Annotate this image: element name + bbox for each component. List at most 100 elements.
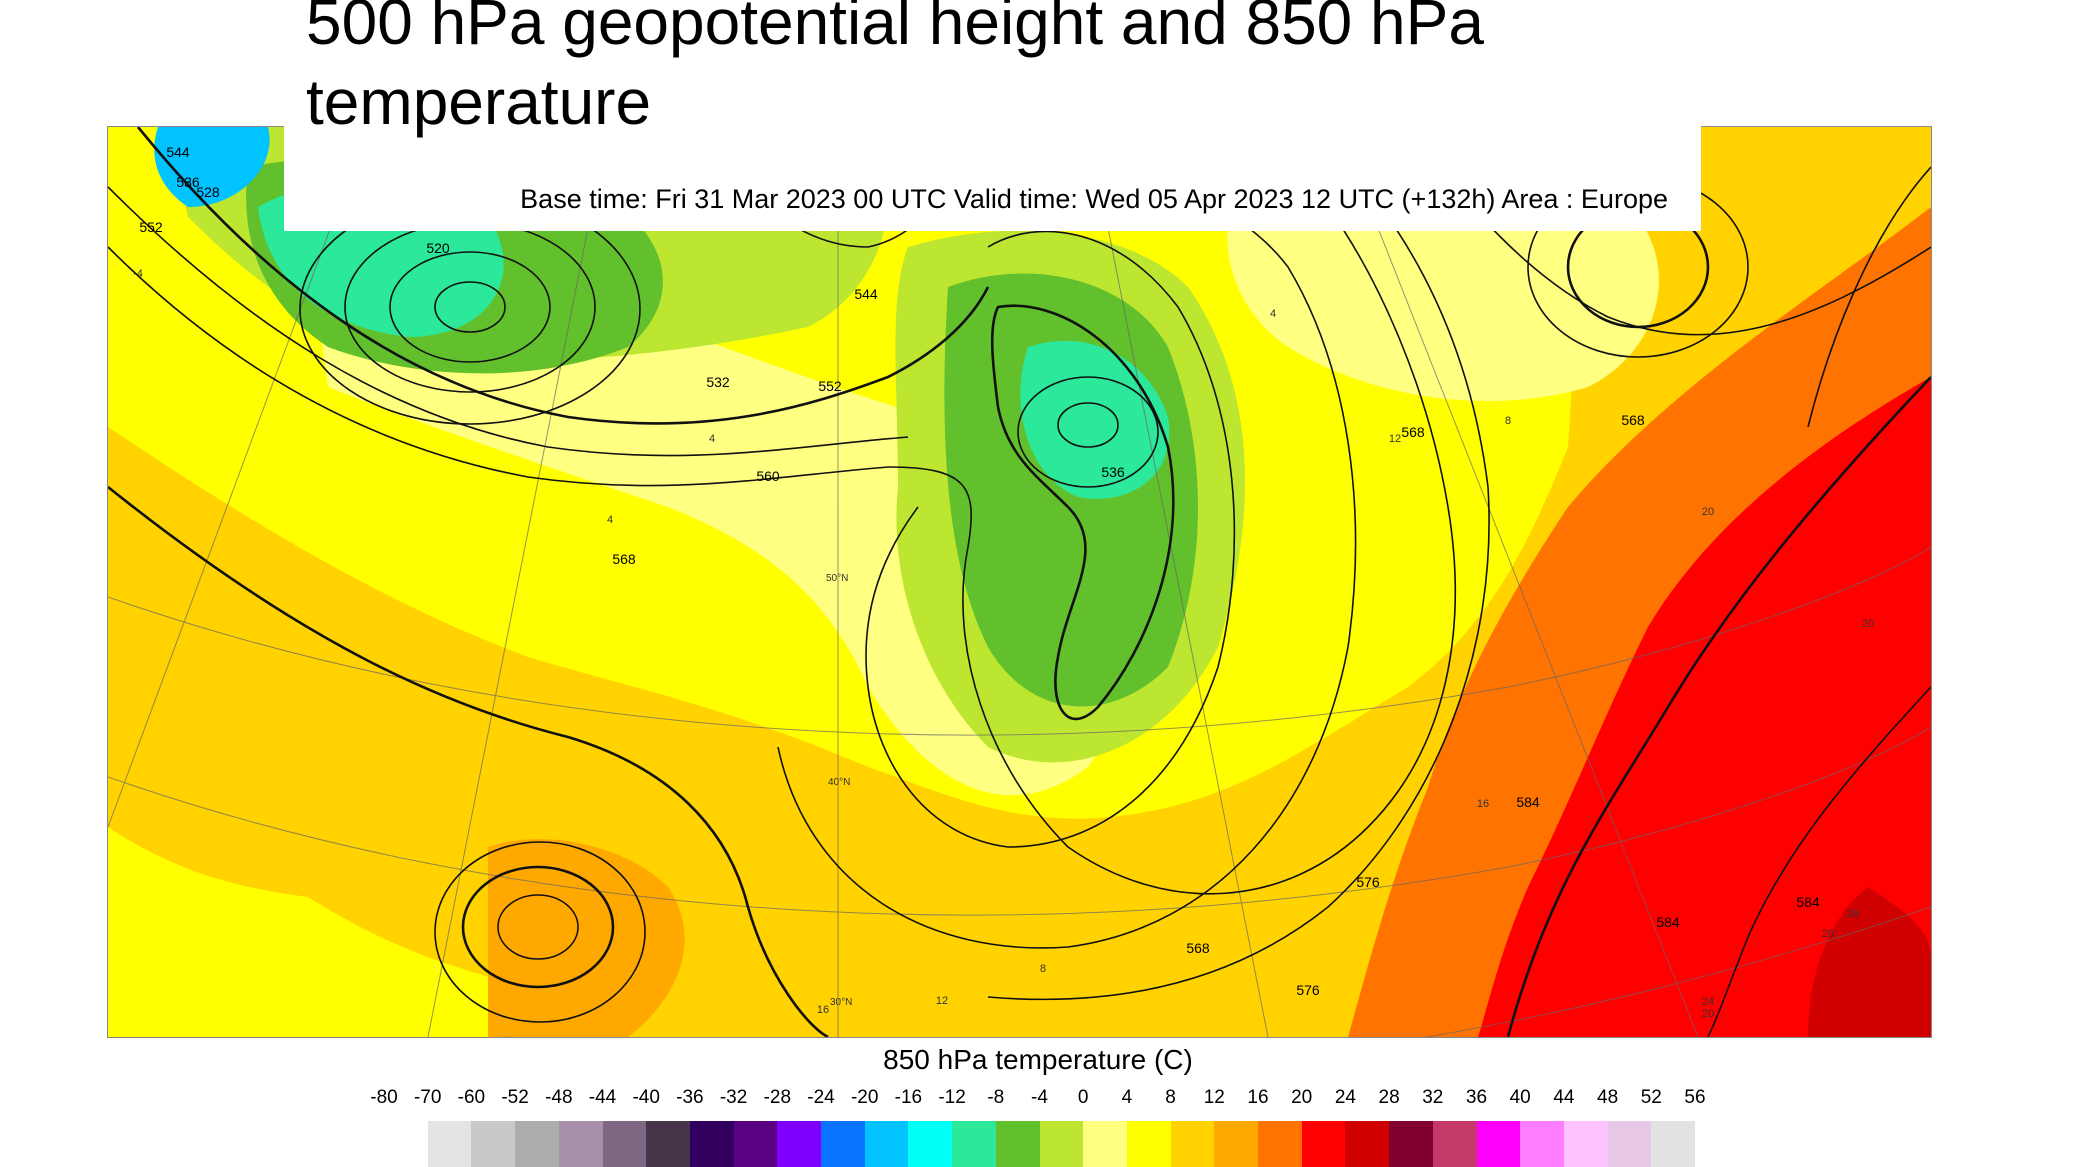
contour-low-east xyxy=(1057,402,1119,448)
temperature-field-16to20 xyxy=(1478,377,1931,1037)
colorbar-swatch xyxy=(1170,1121,1215,1167)
contour-label: 552 xyxy=(818,378,842,394)
colorbar-tick-label: -60 xyxy=(457,1087,486,1108)
colorbar-tick-label: 44 xyxy=(1553,1087,1575,1108)
colorbar-tick-label: -24 xyxy=(807,1087,835,1108)
colorbar-swatch xyxy=(558,1121,603,1167)
graticule-50n-line xyxy=(108,546,1931,736)
colorbar-swatch xyxy=(646,1121,691,1167)
colorbar-swatch xyxy=(1432,1121,1477,1167)
colorbar-swatch xyxy=(733,1121,778,1167)
colorbar-tick-label: -16 xyxy=(894,1087,923,1108)
colorbar-tick-label: -80 xyxy=(370,1087,398,1108)
weather-map: 544 532 528 536 552 520 544 552 560 568 … xyxy=(107,126,1932,1038)
colorbar-tick-label: -32 xyxy=(719,1087,748,1108)
temperature-field-minus12to8-east xyxy=(1020,340,1170,499)
graticule xyxy=(108,127,1931,1037)
colorbar-tick-label: 4 xyxy=(1121,1087,1133,1108)
colorbar-swatch xyxy=(821,1121,866,1167)
colorbar-tick-label: -48 xyxy=(545,1087,573,1108)
colorbar-swatch xyxy=(515,1121,560,1167)
colorbar-tick-label: 56 xyxy=(1684,1087,1706,1108)
colorbar-tick-label: -70 xyxy=(413,1087,442,1108)
contour-low-east xyxy=(1017,376,1159,488)
colorbar-swatch xyxy=(471,1121,516,1167)
contour-568 xyxy=(108,127,1456,895)
colorbar-tick-label: -52 xyxy=(501,1087,529,1108)
colorbar-swatch xyxy=(427,1121,472,1167)
contour-label: 568 xyxy=(1186,940,1210,956)
temperature-field-4to8-sw xyxy=(108,827,528,1037)
colorbar-tick-label: 32 xyxy=(1422,1087,1444,1108)
colorbar-title: 850 hPa temperature (C) xyxy=(883,1044,1193,1075)
temperature-label: 20 xyxy=(1702,506,1714,518)
colorbar-swatch xyxy=(908,1121,953,1167)
temperature-label: 4 xyxy=(1270,308,1276,320)
colorbar xyxy=(0,1121,2076,1167)
temperature-field-20to24 xyxy=(1808,887,1931,1037)
map-subtitle: Base time: Fri 31 Mar 2023 00 UTC Valid … xyxy=(520,184,1668,214)
temperature-label: 20 xyxy=(1862,618,1874,630)
colorbar-tick-label: 8 xyxy=(1165,1087,1176,1108)
contour-label: 528 xyxy=(196,184,220,200)
contour-low-sw xyxy=(461,865,615,989)
colorbar-ticks: -80 -70 -60 -52 -48 -44 -40 -36 -32 -28 -24 -20 -16-… xyxy=(0,1087,2076,1111)
colorbar-tick-label: 12 xyxy=(1203,1087,1225,1108)
contour-label: 584 xyxy=(1656,914,1680,930)
temperature-label: 16 xyxy=(817,1004,829,1016)
contour-low-nw xyxy=(434,281,506,333)
temperature-label: -4 xyxy=(133,268,143,280)
temperature-field-minus20to16 xyxy=(154,127,270,207)
graticule-meridian xyxy=(1087,127,1269,1037)
colorbar-swatch xyxy=(1258,1121,1303,1167)
contour-label: 576 xyxy=(1296,982,1320,998)
colorbar-swatch xyxy=(1083,1121,1128,1167)
colorbar-swatch xyxy=(777,1121,822,1167)
temperature-label: 20 xyxy=(1702,1008,1714,1020)
graticule-meridian xyxy=(108,127,369,828)
contour-544 xyxy=(865,230,1236,848)
title-panel xyxy=(284,0,1701,231)
geopotential-contours xyxy=(108,127,1931,1037)
contour-560 xyxy=(108,186,909,457)
contour-label: 568 xyxy=(1401,424,1425,440)
colorbar-tick-label: 0 xyxy=(1077,1087,1089,1108)
colorbar-tick-label: -36 xyxy=(676,1087,704,1108)
contour-label: 532 xyxy=(706,374,730,390)
contour-552 xyxy=(136,127,990,425)
contour-label: 536 xyxy=(1101,464,1125,480)
contour-576 xyxy=(108,485,829,1037)
contour-label: 536 xyxy=(176,174,200,190)
colorbar-tick-label: 24 xyxy=(1334,1087,1356,1108)
temperature-label-layer: -4 4 8 4 12 8 4 20 16 24 28 12 16 20 20 … xyxy=(133,268,1874,1020)
contour-label: 584 xyxy=(1796,894,1820,910)
colorbar-tick-label: -44 xyxy=(588,1087,617,1108)
temperature-label: 4 xyxy=(607,514,613,526)
contour-low-sw xyxy=(497,894,579,960)
temperature-label: 12 xyxy=(936,995,948,1007)
contour-584 xyxy=(1506,376,1931,1037)
colorbar-tick-label: 40 xyxy=(1509,1087,1531,1108)
colorbar-tick-label: -4 xyxy=(1031,1087,1048,1108)
colorbar-tick-label: 48 xyxy=(1597,1087,1619,1108)
contour-576-east xyxy=(987,127,1490,1001)
contour-trough-east xyxy=(990,304,1175,721)
contour-ne-edge xyxy=(1807,166,1931,428)
graticule-label-50n: 50°N xyxy=(826,573,848,584)
colorbar-tick-label: 20 xyxy=(1291,1087,1313,1108)
colorbar-swatch xyxy=(1607,1121,1652,1167)
colorbar-swatch xyxy=(1476,1121,1521,1167)
contour-label: 552 xyxy=(139,219,163,235)
colorbar-swatch xyxy=(995,1121,1040,1167)
contour-low-nw xyxy=(389,251,551,363)
graticule-30n-line xyxy=(508,906,1931,1037)
map-title: 500 hPa geopotential height and 850 hPa … xyxy=(306,0,1484,138)
graticule-label-40n: 40°N xyxy=(828,777,850,788)
contour-label: 544 xyxy=(166,144,190,160)
graticule-label-30n: 30°N xyxy=(830,997,852,1008)
graticule-label-layer: 50°N 40°N 30°N xyxy=(826,573,852,1008)
colorbar-swatch xyxy=(602,1121,647,1167)
graticule-40n-line xyxy=(108,726,1931,916)
colorbar-swatch xyxy=(1039,1121,1084,1167)
colorbar-tick-label: 52 xyxy=(1640,1087,1662,1108)
